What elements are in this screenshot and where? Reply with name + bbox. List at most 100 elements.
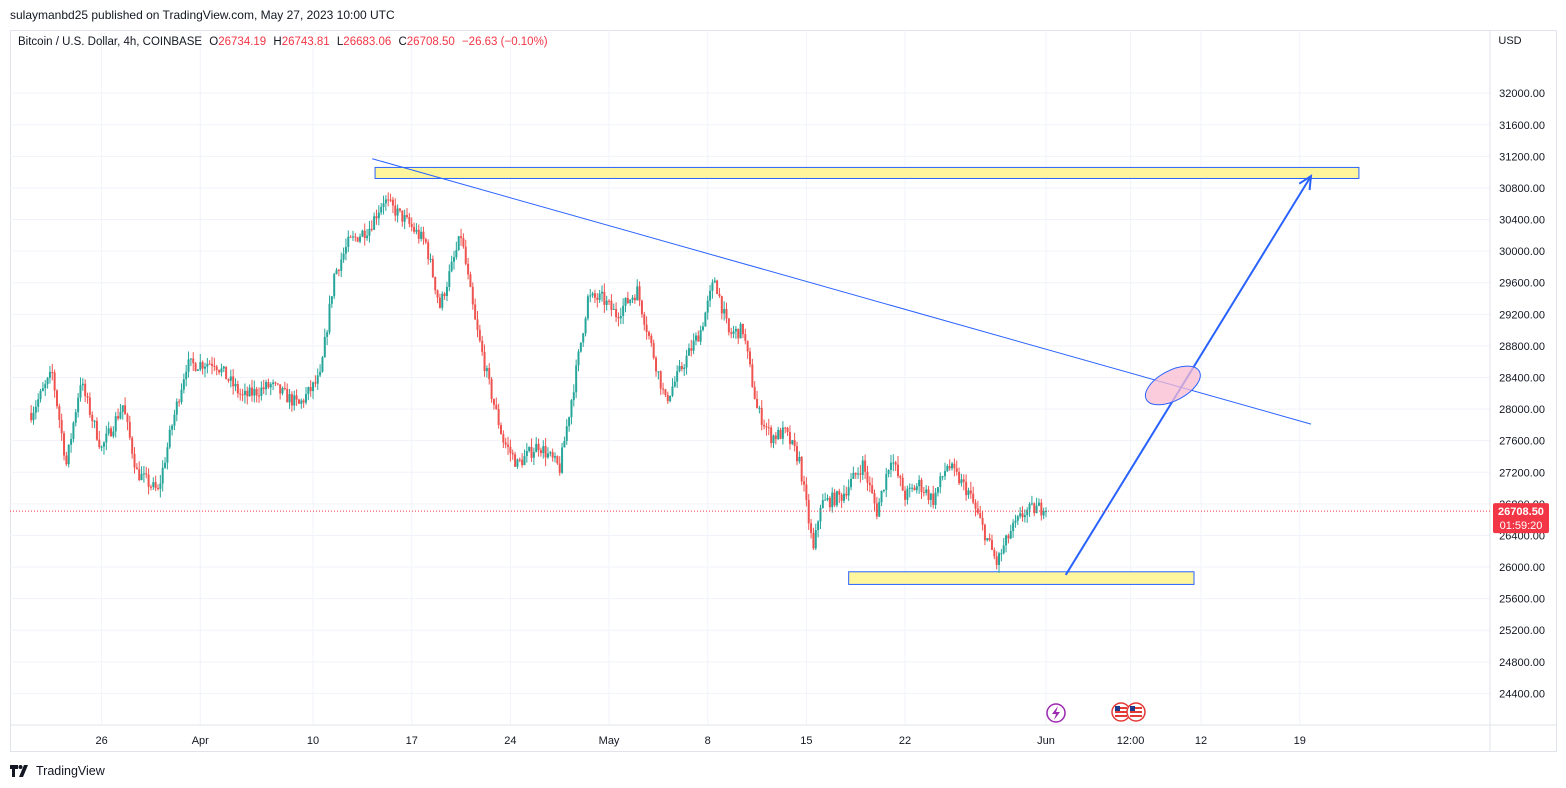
candle-body: [563, 440, 566, 448]
candle-body: [492, 398, 495, 405]
candle-body: [98, 439, 101, 448]
candles: [30, 192, 1047, 573]
candle-body: [608, 300, 611, 302]
candle-body: [300, 400, 303, 404]
candle-body: [925, 489, 928, 493]
candle-body: [584, 318, 587, 334]
candle-body: [436, 290, 439, 298]
candle-body: [965, 481, 968, 496]
candle-body: [927, 489, 930, 500]
footer[interactable]: TradingView: [10, 762, 105, 780]
candle-body: [622, 305, 625, 316]
candle-body: [638, 286, 641, 301]
candle-body: [276, 383, 279, 385]
candle-body: [864, 460, 867, 472]
candle-body: [243, 390, 246, 395]
candle-body: [749, 351, 751, 365]
candle-body: [471, 286, 474, 305]
candle-body: [157, 488, 159, 490]
candle-body: [481, 340, 484, 352]
drawings[interactable]: [372, 158, 1313, 576]
events[interactable]: [1046, 702, 1146, 723]
candle-body: [1040, 502, 1043, 516]
candle-body: [591, 293, 594, 296]
candle-body: [51, 371, 54, 373]
candle-body: [173, 414, 176, 426]
candle-body: [852, 472, 855, 479]
candle-body: [662, 388, 665, 390]
candle-body: [723, 308, 726, 314]
candle-body: [631, 297, 634, 300]
candle-body: [258, 395, 261, 397]
candle-body: [880, 490, 883, 503]
candle-body: [84, 383, 87, 397]
candle-body: [398, 208, 401, 211]
candle-body: [408, 216, 411, 224]
candle-body: [114, 416, 117, 432]
published-text: sulaymanbd25 published on TradingView.co…: [10, 8, 395, 22]
candle-body: [354, 236, 357, 238]
candle-body: [337, 269, 340, 271]
candle-body: [645, 324, 648, 332]
candle-body: [798, 456, 801, 462]
candle-body: [758, 407, 761, 409]
candle-body: [687, 348, 690, 356]
candle-body: [838, 491, 841, 495]
candle-body: [168, 429, 171, 448]
candle-body: [222, 366, 225, 369]
candle-body: [544, 446, 547, 458]
candle-body: [800, 456, 803, 482]
candle-body: [413, 226, 416, 232]
candle-body: [537, 443, 540, 451]
candle-body: [833, 492, 836, 506]
candle-body: [730, 332, 733, 334]
candle-body: [161, 467, 164, 484]
candle-body: [706, 300, 709, 313]
candle-body: [368, 228, 371, 236]
candle-body: [727, 318, 730, 333]
candle-body: [596, 297, 599, 300]
candle-body: [55, 390, 58, 407]
candle-body: [171, 425, 174, 430]
candle-body: [44, 384, 47, 389]
us-flag-event-icon[interactable]: [1126, 702, 1146, 722]
candle-body: [232, 376, 235, 387]
candle-body: [227, 379, 230, 381]
candle-body: [370, 228, 373, 230]
candle-body: [734, 328, 737, 332]
open-label: O: [209, 36, 219, 48]
lightning-icon-bolt: [1052, 706, 1060, 720]
candle-body: [93, 420, 96, 422]
candle-body: [307, 387, 310, 395]
low-value: 26683.06: [343, 36, 392, 48]
candle-body: [441, 293, 444, 308]
candle-body: [391, 199, 394, 206]
candle-body: [323, 336, 326, 358]
candle-body: [474, 304, 477, 320]
candle-body: [154, 482, 157, 489]
flag-icon-canton: [1115, 706, 1120, 711]
candle-body: [30, 413, 33, 421]
candle-body: [1009, 530, 1012, 539]
candle-body: [840, 494, 843, 501]
tradingview-logo-icon: [10, 765, 28, 777]
candle-body: [133, 453, 136, 468]
candle-body: [126, 414, 129, 422]
candle-body: [74, 412, 77, 423]
candle-body: [1035, 505, 1038, 514]
candle-body: [915, 486, 918, 491]
y-tick-label: 30000.00: [1499, 246, 1545, 258]
flag-icon-stripe: [1115, 711, 1127, 713]
candle-body: [260, 387, 263, 396]
x-tick-label: 8: [705, 735, 711, 747]
candle-body: [1026, 509, 1029, 516]
x-tick-label: 26: [95, 735, 107, 747]
lightning-event-icon[interactable]: [1046, 703, 1066, 723]
candle-body: [401, 210, 404, 222]
candle-body: [683, 367, 686, 370]
candle-body: [267, 382, 270, 388]
high-label: H: [273, 36, 282, 48]
candle-body: [525, 450, 528, 457]
candle-body: [431, 258, 434, 278]
